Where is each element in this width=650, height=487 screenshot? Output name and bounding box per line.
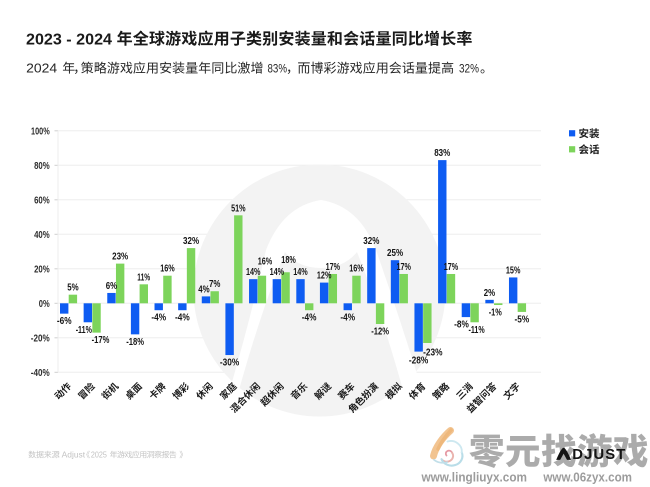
svg-text:32%: 32% xyxy=(363,236,379,247)
svg-text:-12%: -12% xyxy=(371,327,389,338)
svg-text:80%: 80% xyxy=(34,160,50,172)
svg-text:-11%: -11% xyxy=(469,325,485,336)
svg-text:2025: 2025 xyxy=(91,451,107,460)
svg-text:40%: 40% xyxy=(34,229,50,241)
svg-text:25%: 25% xyxy=(387,248,403,259)
svg-text:-5%: -5% xyxy=(515,314,530,325)
svg-text:23%: 23% xyxy=(112,252,128,263)
svg-text:17%: 17% xyxy=(444,262,459,273)
svg-text:-30%: -30% xyxy=(220,358,239,369)
svg-text:17%: 17% xyxy=(397,262,412,273)
svg-text:-4%: -4% xyxy=(302,313,317,324)
svg-text:83%: 83% xyxy=(268,63,288,76)
svg-text:-18%: -18% xyxy=(126,337,144,348)
svg-text:Adjust: Adjust xyxy=(62,451,86,460)
svg-text:16%: 16% xyxy=(258,257,273,268)
svg-text:11%: 11% xyxy=(137,272,150,283)
svg-text:6%: 6% xyxy=(106,281,117,292)
svg-text:2%: 2% xyxy=(484,288,495,299)
svg-text:16%: 16% xyxy=(349,264,364,275)
svg-text:-8%: -8% xyxy=(454,320,469,331)
svg-text:32%: 32% xyxy=(183,236,199,247)
svg-text:-20%: -20% xyxy=(31,333,50,345)
svg-text:12%: 12% xyxy=(317,271,332,282)
svg-text:60%: 60% xyxy=(34,195,50,207)
svg-text:-17%: -17% xyxy=(92,335,110,346)
svg-text:16%: 16% xyxy=(160,264,175,275)
svg-text:-4%: -4% xyxy=(340,313,355,324)
svg-text:2024: 2024 xyxy=(26,61,57,76)
svg-text:-40%: -40% xyxy=(31,367,50,379)
svg-text:14%: 14% xyxy=(270,267,285,278)
svg-text:18%: 18% xyxy=(281,255,296,266)
svg-text:20%: 20% xyxy=(34,264,50,276)
svg-text:-6%: -6% xyxy=(57,316,72,327)
svg-text:7%: 7% xyxy=(209,279,220,290)
svg-text:32%: 32% xyxy=(459,63,479,76)
svg-text:14%: 14% xyxy=(246,267,261,278)
svg-text:14%: 14% xyxy=(293,267,308,278)
svg-text:4%: 4% xyxy=(198,284,209,295)
svg-text:-28%: -28% xyxy=(409,356,428,367)
svg-text:5%: 5% xyxy=(67,283,78,294)
svg-text:-4%: -4% xyxy=(175,313,190,324)
svg-text:0%: 0% xyxy=(39,298,50,310)
svg-text:-1%: -1% xyxy=(489,308,502,319)
svg-text:15%: 15% xyxy=(506,265,521,276)
svg-text:-23%: -23% xyxy=(423,348,442,359)
svg-text:-4%: -4% xyxy=(151,313,166,324)
svg-text:www.06zyx.com: www.06zyx.com xyxy=(542,471,632,485)
svg-text:DJUST: DJUST xyxy=(572,447,625,463)
svg-text:83%: 83% xyxy=(434,148,450,159)
svg-text:51%: 51% xyxy=(231,203,246,214)
svg-text:www.lingliuyx.com: www.lingliuyx.com xyxy=(421,471,527,485)
svg-text:17%: 17% xyxy=(326,262,341,273)
svg-text:100%: 100% xyxy=(31,126,50,138)
svg-text:-11%: -11% xyxy=(76,325,92,336)
svg-text:2023 - 2024: 2023 - 2024 xyxy=(26,31,112,48)
